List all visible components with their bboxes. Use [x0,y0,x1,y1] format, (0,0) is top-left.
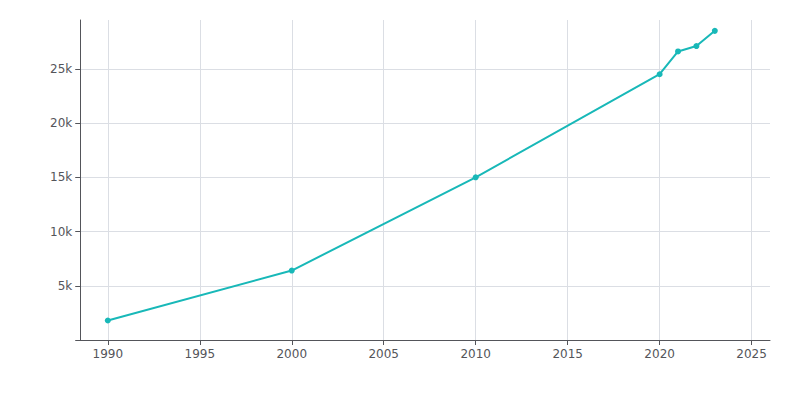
svg-text:1995: 1995 [185,347,216,361]
svg-text:10k: 10k [50,225,72,239]
svg-text:2020: 2020 [644,347,675,361]
svg-text:15k: 15k [50,170,72,184]
svg-text:2010: 2010 [460,347,491,361]
svg-text:2025: 2025 [736,347,767,361]
svg-text:2000: 2000 [276,347,307,361]
svg-text:2015: 2015 [552,347,583,361]
svg-text:5k: 5k [58,279,73,293]
svg-text:25k: 25k [50,62,72,76]
svg-text:2005: 2005 [368,347,399,361]
svg-text:1990: 1990 [93,347,124,361]
svg-text:20k: 20k [50,116,72,130]
